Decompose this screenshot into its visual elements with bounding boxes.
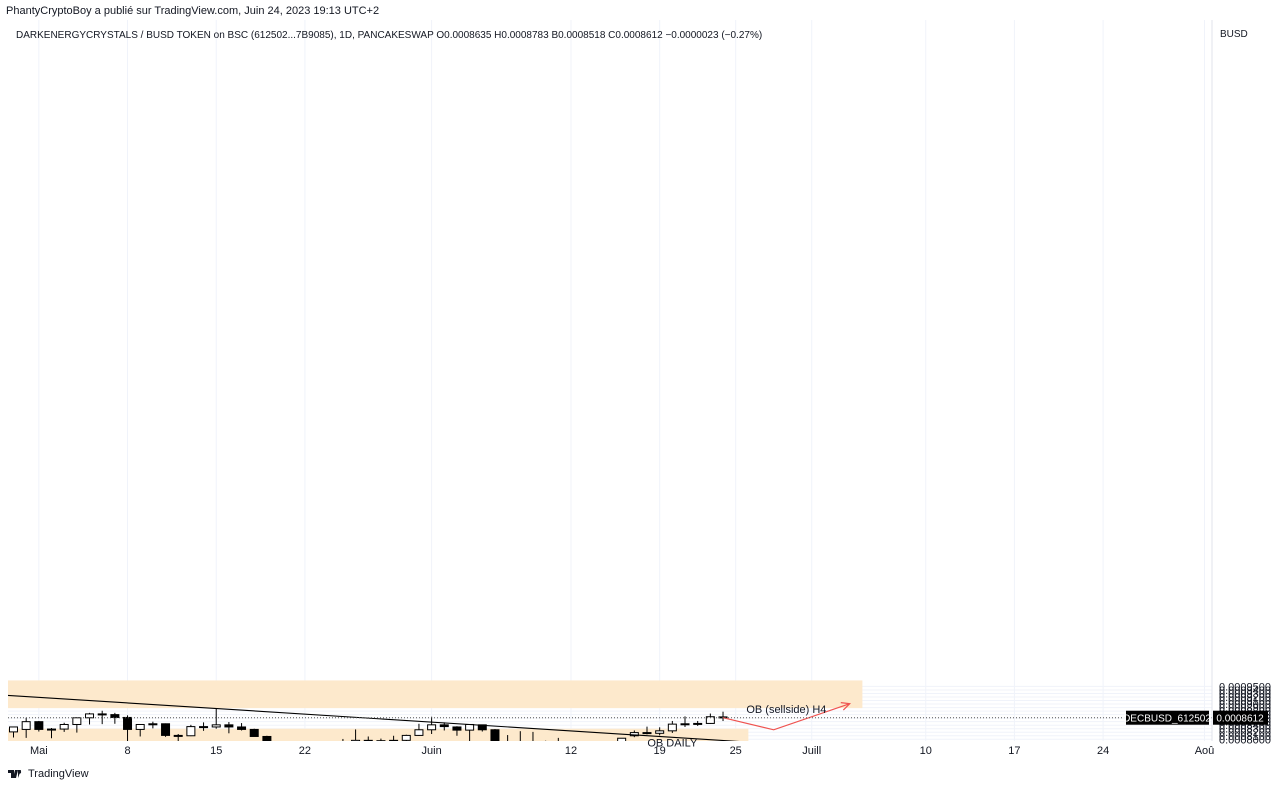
candle-body [135, 723, 145, 730]
symbol-tag: DECBUSD_612502 [1123, 714, 1211, 725]
candle-body [439, 724, 449, 728]
candle-body [314, 754, 322, 755]
candle-body [705, 716, 715, 724]
candle-body [59, 723, 69, 730]
candle-body [592, 753, 600, 754]
candle-body [186, 726, 196, 737]
candle-body [504, 744, 512, 750]
candle-body [389, 739, 399, 741]
candle-body [376, 740, 386, 741]
x-tick-label: 19 [654, 745, 666, 757]
x-tick-label: 17 [1008, 745, 1020, 757]
candle-body [617, 737, 627, 741]
x-tick-label: 10 [920, 745, 932, 757]
x-tick-label: Juill [802, 745, 821, 757]
y-tick-label: 0.0008000 [1219, 734, 1271, 746]
candle-body [97, 713, 107, 716]
chart-legend: DARKENERGYCRYSTALS / BUSD TOKEN on BSC (… [16, 30, 762, 41]
x-tick-label: Aoû [1195, 745, 1215, 757]
y-axis-unit-label: BUSD [1220, 29, 1248, 40]
candle-body [452, 726, 462, 731]
x-tick-label: Juin [422, 745, 442, 757]
zone-annotation: OB DAILY [647, 738, 698, 750]
y-tick-label: 0.0009200 [1219, 692, 1271, 704]
candle-body [288, 750, 296, 755]
candle-body [249, 728, 259, 737]
tradingview-footer: TradingView [8, 768, 89, 780]
candle-body [363, 739, 373, 741]
x-tick-label: Mai [30, 745, 48, 757]
zone-annotation: OB (sellside) H4 [746, 704, 826, 716]
candle-body [211, 724, 221, 728]
candle-body [110, 714, 120, 718]
symbol-tag-bg [1126, 710, 1209, 725]
y-tick-label: 0.0009400 [1219, 685, 1271, 697]
projection-arrowhead [840, 702, 852, 711]
candle-body [21, 721, 31, 730]
candle-body [72, 717, 82, 725]
x-tick-label: 8 [124, 745, 130, 757]
candle-body [224, 724, 234, 728]
y-tick-label: 0.0009300 [1219, 688, 1271, 700]
plot-area [8, 680, 863, 755]
candle-body [542, 742, 550, 743]
candle-body [173, 734, 183, 737]
candle-body [414, 729, 424, 736]
projection-path [722, 703, 850, 731]
candle-body [605, 753, 613, 755]
candle-body [655, 730, 665, 734]
y-tick-label: 0.0009500 [1219, 681, 1271, 693]
trendline [8, 694, 740, 741]
order-block-zone [8, 680, 863, 709]
candle-body [326, 750, 334, 754]
x-tick-label: 12 [565, 745, 577, 757]
candle-body [667, 723, 677, 732]
publisher-line: PhantyCryptoBoy a publié sur TradingView… [6, 5, 380, 17]
y-tick-label: 0.0008100 [1219, 731, 1271, 743]
candle-body [401, 734, 411, 741]
candle-body [351, 739, 361, 741]
candle-body [161, 723, 171, 736]
candle-body [516, 744, 524, 745]
tradingview-logo-icon [8, 770, 22, 778]
footer-brand: TradingView [28, 768, 89, 780]
candle-body [580, 753, 588, 754]
x-tick-label: 24 [1097, 745, 1109, 757]
last-price-tag: 0.0008612 [1216, 714, 1264, 725]
y-tick-label: 0.0008300 [1219, 724, 1271, 736]
candle-body [693, 722, 703, 725]
y-tick-label: 0.0009000 [1219, 699, 1271, 711]
candle-body [642, 732, 652, 735]
candle-body [490, 729, 500, 741]
candle-body [680, 723, 690, 726]
candle-body [554, 744, 562, 755]
y-tick-label: 0.0009100 [1219, 696, 1271, 708]
candle-body [237, 726, 247, 730]
x-tick-label: 15 [210, 745, 222, 757]
candle-body [262, 735, 272, 741]
candle-body [9, 726, 18, 733]
x-tick-label: 22 [299, 745, 311, 757]
candle-body [339, 747, 347, 750]
y-tick-label: 0.0008200 [1219, 727, 1271, 739]
last-price-tag-bg [1213, 710, 1268, 725]
candle-body [34, 721, 44, 730]
candle-body [47, 728, 57, 731]
candle-body [148, 723, 158, 726]
candle-body [465, 723, 475, 731]
candle-body [276, 750, 284, 751]
candle-body [529, 742, 537, 744]
x-tick-label: 25 [730, 745, 742, 757]
candle-body [427, 724, 437, 731]
candle-body [199, 726, 209, 729]
candle-body [85, 713, 95, 719]
candle-body [123, 716, 133, 730]
